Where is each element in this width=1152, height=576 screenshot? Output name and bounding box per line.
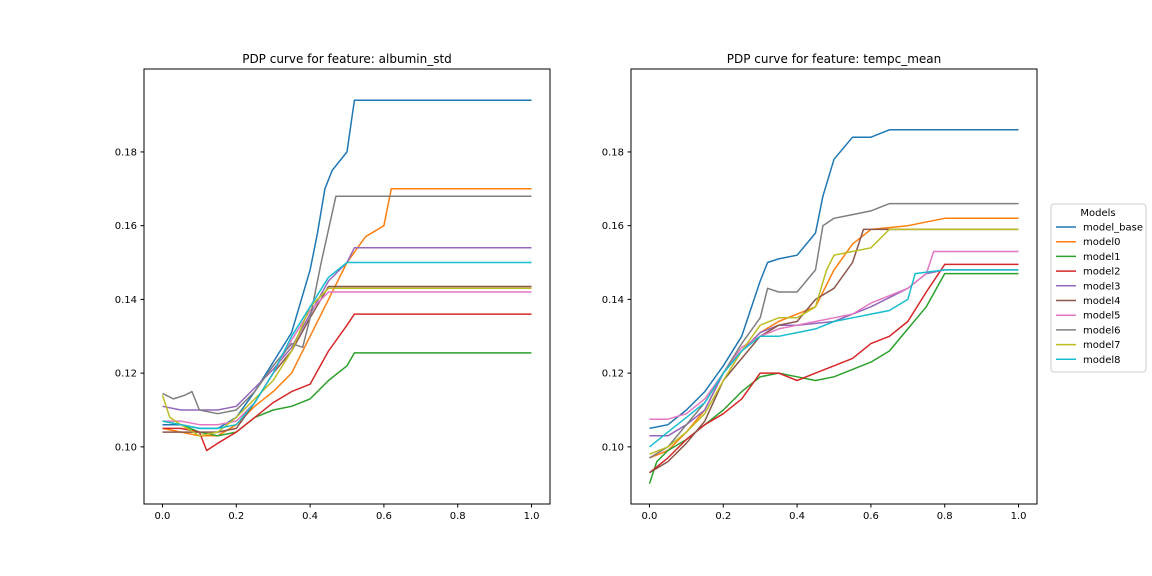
y-tick-label: 0.16 xyxy=(115,221,137,232)
series-line-model0 xyxy=(162,188,532,437)
series-line-model2 xyxy=(649,263,1019,474)
legend-label-model-base: model_base xyxy=(1083,223,1143,234)
series-line-model1 xyxy=(162,352,532,437)
plot-frame xyxy=(630,68,1038,505)
x-tick-label: 0.8 xyxy=(937,511,953,522)
pdp-chart-tempc-mean: PDP curve for feature: tempc_mean 0.0 0.2… xyxy=(602,52,1038,522)
series-line-model5 xyxy=(162,291,532,426)
x-tick-label: 0.6 xyxy=(376,511,392,522)
y-tick-label: 0.18 xyxy=(115,147,137,158)
x-tick-label: 1.0 xyxy=(524,511,540,522)
plot-frame xyxy=(143,68,551,505)
series-line-model4 xyxy=(649,228,1019,474)
series-line-model3 xyxy=(649,269,1019,437)
legend-label-model6: model6 xyxy=(1083,325,1121,336)
legend-items: model_base model0 model1 model2 model3 model4… xyxy=(1056,223,1143,366)
y-tick-label: 0.14 xyxy=(115,295,137,306)
series-line-model8 xyxy=(649,269,1019,448)
series-line-model-base xyxy=(162,99,532,430)
x-tick-label: 0.8 xyxy=(450,511,466,522)
x-tick-label: 0.0 xyxy=(642,511,658,522)
y-axis-ticks: 0.10 0.12 0.14 0.16 0.18 xyxy=(602,147,631,453)
series-line-model6 xyxy=(649,202,1019,459)
series-line-model2 xyxy=(162,313,532,452)
series-line-model-base xyxy=(649,129,1019,430)
series-lines xyxy=(648,129,1019,484)
legend-label-model5: model5 xyxy=(1083,311,1121,322)
x-tick-label: 0.2 xyxy=(715,511,731,522)
y-axis-ticks: 0.10 0.12 0.14 0.16 0.18 xyxy=(115,147,144,453)
legend-title: Models xyxy=(1080,208,1115,219)
y-tick-label: 0.10 xyxy=(602,442,624,453)
x-tick-label: 0.2 xyxy=(228,511,244,522)
y-tick-label: 0.14 xyxy=(602,295,624,306)
chart-title: PDP curve for feature: albumin_std xyxy=(242,52,452,66)
x-tick-label: 1.0 xyxy=(1011,511,1027,522)
x-tick-label: 0.4 xyxy=(789,511,805,522)
series-line-model1 xyxy=(648,272,1019,484)
y-tick-label: 0.10 xyxy=(115,442,137,453)
x-tick-label: 0.4 xyxy=(302,511,318,522)
y-tick-label: 0.18 xyxy=(602,147,624,158)
y-tick-label: 0.16 xyxy=(602,221,624,232)
legend-label-model3: model3 xyxy=(1083,281,1121,292)
legend-label-model4: model4 xyxy=(1083,296,1121,307)
x-tick-label: 0.0 xyxy=(155,511,171,522)
legend-label-model1: model1 xyxy=(1083,252,1121,263)
legend-label-model0: model0 xyxy=(1083,237,1121,248)
x-axis-ticks: 0.0 0.2 0.4 0.6 0.8 1.0 xyxy=(155,504,540,522)
y-tick-label: 0.12 xyxy=(602,369,624,380)
legend: Models model_basemodel0model1model2model… xyxy=(1050,203,1147,373)
series-lines xyxy=(161,99,532,452)
series-line-model6 xyxy=(162,195,532,415)
legend-label-model7: model7 xyxy=(1083,340,1121,351)
y-tick-label: 0.12 xyxy=(115,369,137,380)
legend-label-model8: model8 xyxy=(1083,355,1121,366)
series-line-model8 xyxy=(162,261,532,430)
pdp-chart-albumin-std: PDP curve for feature: albumin_std 0.0 0.… xyxy=(115,52,551,522)
series-line-model5 xyxy=(649,250,1019,420)
series-line-model3 xyxy=(162,247,532,411)
legend-label-model2: model2 xyxy=(1083,267,1121,278)
x-tick-label: 0.6 xyxy=(863,511,879,522)
chart-title: PDP curve for feature: tempc_mean xyxy=(727,52,941,66)
x-axis-ticks: 0.0 0.2 0.4 0.6 0.8 1.0 xyxy=(642,504,1027,522)
series-line-model7 xyxy=(649,228,1019,455)
